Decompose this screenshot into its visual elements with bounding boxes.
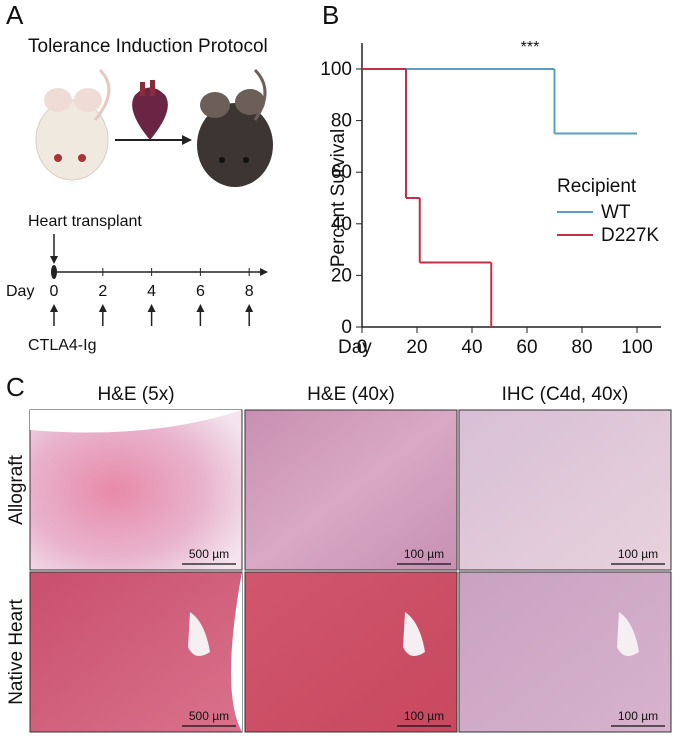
legend-label: WT	[601, 202, 631, 223]
dose-arrowhead	[245, 304, 254, 312]
timeline	[50, 234, 268, 279]
histology-image	[458, 571, 672, 733]
scale-bar-label: 500 µm	[189, 547, 229, 561]
column-header: H&E (5x)	[97, 384, 174, 405]
timeline-tick-label: 4	[147, 283, 156, 300]
panel-letter: A	[6, 0, 24, 30]
vessel-lumen	[403, 612, 425, 656]
scale-bar-label: 100 µm	[404, 547, 444, 561]
x-tick-label: 80	[571, 337, 592, 358]
x-tick-label: 40	[461, 337, 482, 358]
timeline-tick-label: 8	[245, 283, 254, 300]
panel-letter: C	[6, 372, 25, 402]
donor-mouse	[35, 68, 111, 181]
panel-letter: B	[322, 0, 339, 30]
transfer-arrow	[115, 135, 192, 145]
tissue-edge	[231, 572, 242, 732]
scale-bar-label: 500 µm	[189, 709, 229, 723]
y-tick-label: 100	[320, 59, 352, 80]
row-label: Allograft	[6, 454, 27, 524]
scale-bar-label: 100 µm	[618, 547, 658, 561]
donor-heart	[132, 80, 168, 140]
dose-arrowhead	[50, 304, 58, 312]
x-tick-label: 100	[621, 337, 653, 358]
histology-image	[244, 571, 458, 733]
dose-arrowhead	[98, 304, 107, 312]
treatment-label: CTLA4-Ig	[28, 337, 96, 354]
timeline-tick-label: 6	[196, 283, 205, 300]
x-tick-label: 0	[357, 337, 368, 358]
histology-image	[29, 409, 243, 571]
y-tick-label: 60	[331, 162, 352, 183]
timeline-tick-label: 2	[98, 283, 107, 300]
histology-image	[29, 571, 243, 733]
panel-title: Tolerance Induction Protocol	[28, 36, 268, 57]
timeline-axis-label: Day	[6, 283, 34, 300]
histology-image	[458, 409, 672, 571]
vessel-lumen	[188, 612, 210, 656]
tissue-edge	[30, 410, 242, 433]
scale-bar-label: 100 µm	[618, 709, 658, 723]
x-tick-label: 60	[516, 337, 537, 358]
column-header: H&E (40x)	[307, 384, 395, 405]
y-tick-label: 40	[331, 214, 352, 235]
event-label: Heart transplant	[28, 213, 142, 230]
row-label: Native Heart	[6, 598, 27, 704]
timeline-tick-label: 0	[50, 283, 59, 300]
legend-label: D227K	[601, 225, 659, 246]
x-tick-label: 20	[406, 337, 427, 358]
scale-bar-label: 100 µm	[404, 709, 444, 723]
dose-arrowhead	[147, 304, 156, 312]
y-tick-label: 80	[331, 111, 352, 132]
y-tick-label: 20	[331, 265, 352, 286]
dose-arrowhead	[196, 304, 205, 312]
x-axis-label: Day	[338, 337, 372, 358]
y-axis-label: Percent Survival	[328, 129, 349, 267]
histology-image	[244, 409, 458, 571]
recipient-mouse	[197, 68, 273, 187]
vessel-lumen	[617, 612, 639, 656]
legend-title: Recipient	[557, 176, 637, 197]
significance: ***	[521, 39, 540, 56]
column-header: IHC (C4d, 40x)	[502, 384, 629, 405]
y-tick-label: 0	[341, 317, 352, 338]
